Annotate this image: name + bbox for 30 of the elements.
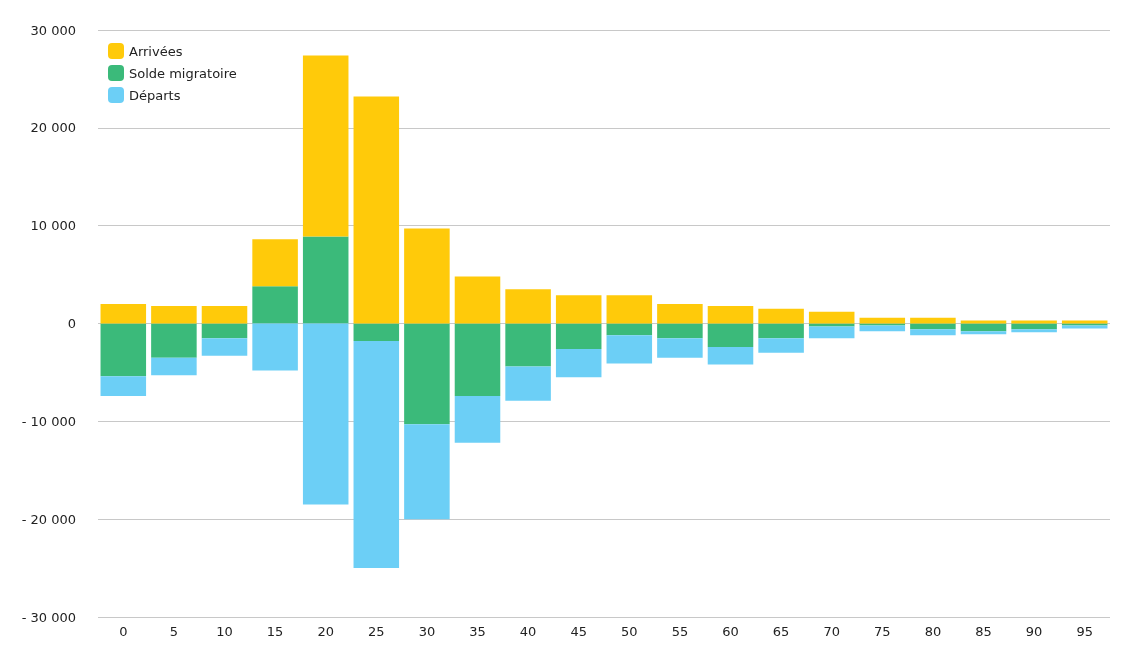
- x-tick-label: 90: [1025, 624, 1043, 639]
- x-tick-label: 5: [169, 624, 179, 639]
- x-tick-label: 10: [216, 624, 233, 639]
- x-tick-label: 50: [621, 624, 638, 639]
- y-tick-label: - 20 000: [21, 511, 76, 527]
- x-tick-label: 45: [570, 624, 587, 639]
- x-tick-label: 40: [519, 624, 537, 639]
- y-tick-label: 30 000: [30, 22, 76, 38]
- x-tick-label: 15: [266, 624, 284, 639]
- x-tick-label: 80: [924, 624, 942, 639]
- y-tick-label: 20 000: [30, 120, 76, 136]
- x-tick-label: 20: [317, 624, 334, 639]
- legend-label: Départs: [129, 87, 181, 103]
- x-tick-label: 30: [418, 624, 436, 639]
- x-tick-label: 25: [368, 624, 385, 639]
- x-tick-label: 70: [823, 624, 840, 639]
- x-tick-label: 85: [975, 624, 992, 639]
- x-tick-label: 55: [671, 624, 689, 639]
- x-tick-label: 0: [119, 624, 128, 639]
- y-tick-label: - 10 000: [21, 413, 76, 429]
- x-tick-label: 65: [772, 624, 790, 639]
- x-tick-label: 60: [722, 624, 739, 639]
- y-tick-label: 0: [67, 316, 76, 331]
- legend-label: Solde migratoire: [129, 65, 237, 81]
- y-tick-label: - 30 000: [21, 609, 76, 625]
- x-tick-label: 95: [1076, 624, 1093, 639]
- x-tick-label: 35: [469, 624, 486, 639]
- legend-label: Arrivées: [129, 43, 183, 59]
- x-tick-label: 75: [874, 624, 891, 639]
- y-tick-label: 10 000: [30, 218, 76, 234]
